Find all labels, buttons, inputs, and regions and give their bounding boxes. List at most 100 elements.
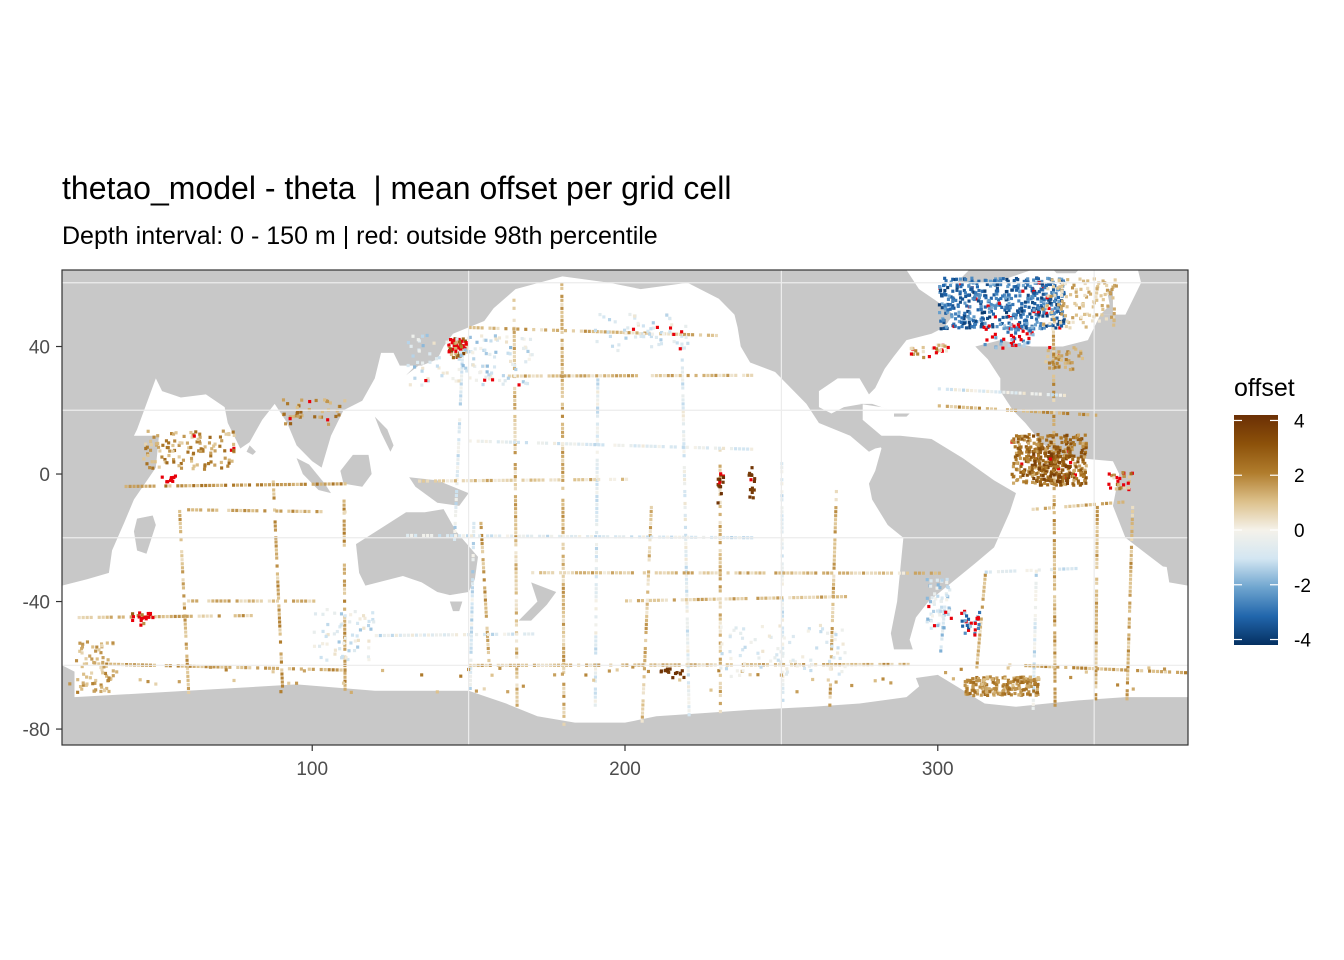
grid-cell [540,328,544,332]
grid-cell [764,596,768,600]
grid-cell [471,578,475,582]
grid-cell [761,649,765,653]
grid-cell [611,330,615,334]
grid-cell [1091,305,1095,309]
grid-cell [215,599,219,603]
grid-cell [935,343,939,347]
grid-cell [1052,354,1056,358]
grid-cell [1065,440,1069,445]
grid-cell [513,447,517,451]
grid-cell [1121,471,1125,475]
grid-cell [1016,478,1020,482]
grid-cell [421,344,425,348]
grid-cell [516,440,520,444]
grid-cell [446,633,451,637]
grid-cell [734,626,738,630]
grid-cell [1076,460,1080,464]
grid-cell [458,534,462,538]
grid-cell [1069,460,1073,465]
grid-cell [1027,454,1031,458]
grid-cell [940,605,944,609]
grid-cell [753,638,757,642]
grid-cell [1039,287,1043,291]
grid-cell [585,478,589,482]
grid-cell [280,672,284,676]
grid-cell [111,669,115,673]
grid-cell [668,330,672,334]
grid-cell [121,615,125,619]
grid-cell [470,606,474,610]
grid-cell [958,300,962,304]
grid-cell [486,650,491,655]
grid-cell [435,364,439,368]
grid-cell [946,612,950,617]
grid-cell [828,667,832,671]
grid-cell [946,308,950,312]
grid-cell [1081,304,1085,308]
grid-cell [1032,309,1036,314]
grid-cell [1006,297,1010,301]
grid-cell [1046,287,1050,291]
grid-cell [615,374,619,378]
grid-cell [748,488,753,492]
grid-cell [943,304,947,308]
grid-cell [979,617,983,621]
grid-cell [459,674,463,678]
grid-cell [982,581,987,585]
grid-cell [1130,513,1134,518]
grid-cell [969,317,973,321]
grid-cell [460,374,464,378]
grid-cell [90,671,94,675]
grid-cell [1053,699,1057,703]
grid-cell [186,674,190,678]
grid-cell [1062,321,1066,325]
grid-cell [146,611,150,616]
grid-cell [105,662,109,666]
land-africa [1072,356,1188,586]
grid-cell [1038,326,1042,330]
grid-cell [607,669,611,673]
grid-cell [1016,675,1020,680]
grid-cell [1086,279,1090,283]
grid-cell [645,614,649,618]
grid-cell [980,605,984,609]
grid-cell [929,571,933,575]
grid-cell [594,587,598,591]
grid-cell [1063,314,1068,318]
grid-cell [219,599,223,603]
grid-cell [830,571,834,575]
grid-cell [940,302,944,306]
grid-cell [998,322,1002,327]
grid-cell [1052,362,1056,366]
grid-cell [1011,685,1015,690]
grid-cell [638,535,642,539]
grid-cell [181,570,185,574]
grid-cell [1049,478,1053,482]
grid-cell [561,542,565,546]
grid-cell [445,340,449,344]
grid-cell [776,658,780,662]
grid-cell [611,374,615,378]
grid-cell [716,501,720,505]
grid-cell [831,610,835,615]
grid-cell [192,434,196,438]
grid-cell [295,405,299,409]
grid-cell [1051,334,1056,338]
grid-cell [1005,277,1009,282]
grid-cell [1060,290,1064,294]
grid-cell [995,283,999,287]
grid-cell [268,666,272,670]
grid-cell [1057,467,1061,471]
grid-cell [185,658,189,662]
grid-cell [1028,693,1032,697]
grid-cell [1001,315,1005,320]
grid-cell [734,571,738,575]
grid-cell [157,465,161,469]
grid-cell [648,332,652,336]
grid-cell [1081,444,1085,449]
grid-cell [933,592,937,596]
grid-cell [595,502,599,507]
grid-cell [1037,459,1041,463]
grid-cell [374,633,378,638]
grid-cell [613,320,617,324]
